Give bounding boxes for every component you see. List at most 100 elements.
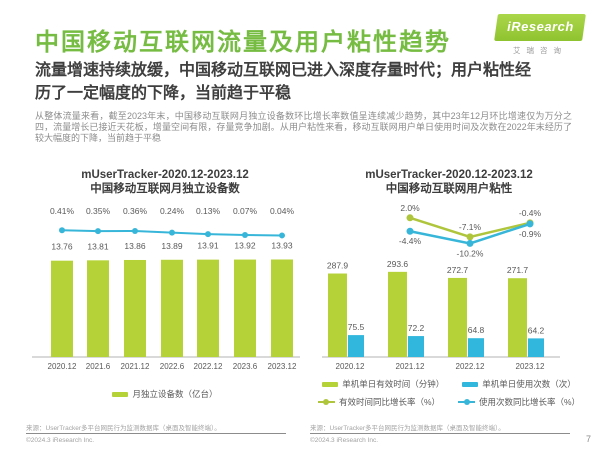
bar — [388, 271, 407, 357]
trend-line-dot — [169, 229, 175, 236]
copyright-text: ©2024.3 iResearch Inc. — [310, 437, 379, 444]
trend-value-label: 0.13% — [196, 206, 221, 216]
legend-item-count-growth: 使用次数同比增长率（%） — [458, 396, 580, 408]
bar — [528, 338, 544, 357]
trend-value-label: 2.0% — [400, 203, 420, 213]
slide-body-paragraph: 从整体流量来看，截至2023年末，中国移动互联网月独立设备数环比增长率数值呈连续… — [35, 111, 572, 143]
x-tick-label: 2021.12 — [396, 362, 425, 371]
legend-label: 单机单日使用次数（次） — [482, 379, 576, 389]
trend-line-dot — [95, 228, 101, 235]
trend-line-dot — [466, 233, 474, 241]
bar — [508, 278, 527, 357]
footer-rule — [310, 433, 570, 434]
source-note: 来源：UserTracker多平台网民行为监测数据库（桌面及智能终端）。 — [310, 425, 505, 432]
x-tick-label: 2020.12 — [336, 362, 365, 371]
x-tick-label: 2022.12 — [456, 362, 485, 371]
bar-value-label: 13.76 — [51, 242, 73, 252]
bar — [328, 273, 347, 357]
device-chart-plot: 13.76 13.81 13.86 13.89 13.91 13.92 13.93 0.41%… — [32, 206, 300, 371]
bar-swatch-icon — [112, 391, 129, 397]
trend-line-dot — [132, 227, 138, 234]
device-chart-title-line2: 中国移动互联网月独立设备数 — [90, 183, 240, 195]
iresearch-logo-text: iResearch — [506, 19, 574, 34]
bar-value-label: 271.7 — [507, 265, 529, 275]
bar-swatch-icon — [322, 381, 339, 387]
bar-value-label: 13.81 — [87, 241, 109, 251]
legend-label: 有效时间同比增长率（%） — [338, 397, 440, 407]
page-title: 中国移动互联网流量及用户粘性趋势 — [35, 29, 451, 56]
bar-value-label: 13.89 — [161, 241, 183, 251]
source-note: 来源：UserTracker多平台网民行为监测数据库（桌面及智能终端）。 — [26, 425, 221, 432]
bar — [87, 260, 109, 357]
x-tick-label: 2021.12 — [121, 362, 150, 371]
iresearch-logo: iResearch 艾瑞咨询 — [494, 14, 586, 56]
device-chart-panel: mUserTracker-2020.12-2023.12 中国移动互联网月独立设… — [24, 168, 306, 449]
device-chart-title-line1: mUserTracker-2020.12-2023.12 — [81, 169, 249, 181]
bar — [348, 335, 364, 357]
trend-line-dot — [59, 227, 65, 234]
bar-value-label: 13.93 — [271, 240, 293, 250]
footer-rule — [26, 433, 286, 434]
legend-label: 使用次数同比增长率（%） — [479, 397, 581, 407]
trend-value-label: -10.2% — [457, 248, 484, 258]
bar-value-label: 293.6 — [387, 259, 409, 269]
bar — [448, 277, 467, 357]
trend-value-label: -7.1% — [459, 222, 482, 232]
stickiness-chart-title-line2: 中国移动互联网用户粘性 — [385, 183, 513, 195]
subtitle-line-1: 流量增速持续放缓，中国移动互联网已进入深度存量时代；用户粘性经 — [35, 62, 532, 79]
bar-value-label: 75.5 — [348, 322, 365, 332]
bar — [124, 259, 146, 357]
subtitle-line-2: 历了一定幅度的下降，当前趋于平稳 — [35, 85, 292, 102]
trend-value-label: 0.04% — [270, 206, 295, 216]
x-tick-label: 2022.12 — [194, 362, 223, 371]
iresearch-logo-cn: 艾瑞咨询 — [513, 46, 567, 55]
trend-value-label: 0.24% — [160, 206, 185, 216]
trend-line-dot — [526, 220, 534, 228]
page-number: 7 — [585, 434, 591, 444]
bar-value-label: 72.2 — [408, 323, 425, 333]
bar — [468, 338, 484, 357]
trend-line-dot — [406, 214, 414, 222]
trend-line-dot — [466, 239, 474, 247]
stickiness-chart-panel: mUserTracker-2020.12-2023.12 中国移动互联网用户粘性… — [308, 168, 590, 449]
bar — [51, 260, 73, 357]
trend-value-label: -0.4% — [519, 208, 542, 218]
x-tick-label: 2020.12 — [48, 362, 77, 371]
x-tick-label: 2023.12 — [268, 362, 297, 371]
stickiness-chart-plot: 287.9 293.6 272.7 271.7 75.5 72.2 64.8 64.2 2.0%… — [322, 203, 560, 371]
stickiness-chart-title: mUserTracker-2020.12-2023.12 中国移动互联网用户粘性 — [308, 168, 590, 196]
bar — [408, 336, 424, 357]
bar — [271, 259, 293, 357]
device-chart-title: mUserTracker-2020.12-2023.12 中国移动互联网月独立设… — [24, 168, 306, 196]
trend-line-dot — [242, 232, 248, 239]
bar — [161, 259, 183, 357]
iresearch-logo-band: iResearch — [494, 14, 586, 41]
bar-value-label: 64.2 — [528, 325, 545, 335]
line-swatch-icon — [317, 399, 335, 406]
trend-value-label: 0.07% — [233, 206, 258, 216]
copyright-text: ©2024.3 iResearch Inc. — [26, 437, 95, 444]
trend-value-label: 0.36% — [123, 206, 148, 216]
device-chart-legend: 月独立设备数（亿台） — [24, 388, 306, 400]
slide-subtitle: 流量增速持续放缓，中国移动互联网已进入深度存量时代；用户粘性经 历了一定幅度的下… — [35, 59, 580, 105]
legend-item-time-growth: 有效时间同比增长率（%） — [317, 396, 440, 408]
x-tick-label: 2023.12 — [516, 362, 545, 371]
bar-value-label: 272.7 — [447, 265, 469, 275]
line-swatch-icon — [458, 399, 475, 406]
bar — [234, 259, 256, 357]
x-tick-label: 2021.6 — [86, 362, 111, 371]
legend-item-devices: 月独立设备数（亿台） — [112, 388, 218, 400]
x-tick-label: 2022.6 — [160, 362, 185, 371]
x-tick-label: 2023.6 — [233, 362, 258, 371]
trend-value-label: 0.35% — [86, 206, 111, 216]
stickiness-legend-row-1: 单机单日有效时间（分钟） 单机单日使用次数（次） — [308, 378, 590, 390]
bar — [197, 259, 219, 357]
trend-value-label: 0.41% — [50, 206, 75, 216]
bar-value-label: 13.91 — [197, 241, 219, 251]
trend-line-dot — [406, 227, 414, 235]
legend-item-count: 单机单日使用次数（次） — [462, 378, 576, 390]
stickiness-chart-title-line1: mUserTracker-2020.12-2023.12 — [365, 169, 533, 181]
stickiness-legend-row-2: 有效时间同比增长率（%） 使用次数同比增长率（%） — [308, 396, 590, 408]
legend-label: 单机单日有效时间（分钟） — [342, 379, 445, 389]
